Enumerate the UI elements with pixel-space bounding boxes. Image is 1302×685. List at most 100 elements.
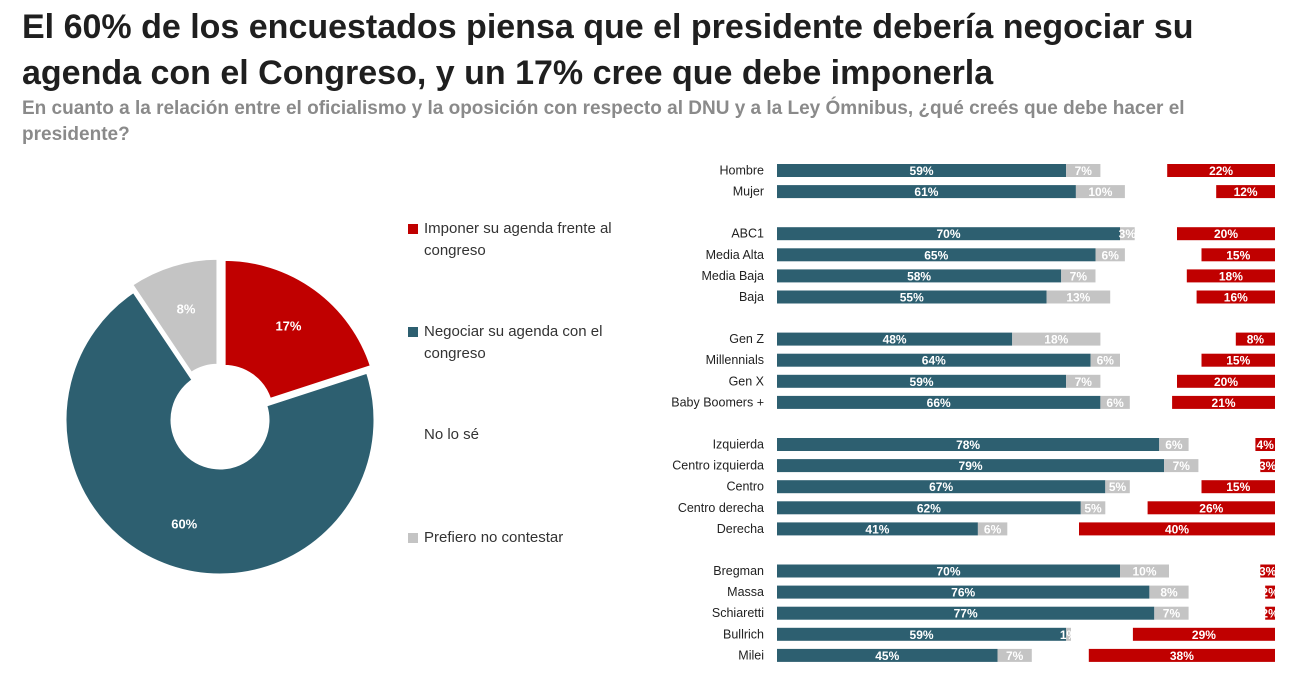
bar-row: Millennials 64% 6% 15% — [706, 353, 1275, 368]
row-label: Media Baja — [701, 269, 764, 283]
bar-negotiate-label: 65% — [924, 248, 948, 262]
bar-impose-label: 16% — [1224, 291, 1248, 305]
bar-row: Baja 55% 13% 16% — [739, 290, 1275, 305]
bar-row: Centro derecha 62% 5% 26% — [678, 501, 1275, 515]
bar-impose-label: 21% — [1212, 396, 1236, 410]
bar-impose-label: 3% — [1259, 459, 1277, 473]
bar-row: Gen X 59% 7% 20% — [729, 374, 1275, 389]
bar-row: Baby Boomers + 66% 6% 21% — [671, 395, 1275, 410]
bar-row: Centro izquierda 79% 7% 3% — [672, 459, 1276, 474]
bar-negotiate-label: 78% — [956, 438, 980, 452]
bar-negotiate — [777, 269, 1062, 283]
bar-negotiate-label: 70% — [936, 227, 960, 241]
bar-no-answer-label: 18% — [1044, 333, 1068, 347]
bar-no-answer-label: 5% — [1109, 480, 1127, 494]
bar-impose-label: 3% — [1259, 565, 1277, 579]
bar-no-answer-label: 6% — [1102, 248, 1120, 262]
bar-negotiate-label: 59% — [910, 628, 934, 642]
bar-row: Hombre 59% 7% 22% — [720, 164, 1275, 178]
bar-impose-label: 40% — [1165, 522, 1189, 536]
bar-no-answer — [1105, 480, 1130, 494]
bar-row: Mujer 61% 10% 12% — [733, 185, 1275, 199]
bar-no-answer — [1164, 459, 1199, 473]
legend-swatch-no-answer — [408, 533, 418, 543]
bar-impose — [1255, 438, 1275, 451]
bar-row: Centro 67% 5% 15% — [726, 480, 1275, 494]
bar-impose-label: 15% — [1226, 480, 1250, 494]
row-label: Hombre — [720, 164, 765, 178]
bar-row: Izquierda 78% 6% 4% — [713, 438, 1275, 452]
bar-row: Schiaretti 77% 7% 2% — [712, 606, 1279, 621]
bar-impose — [1147, 501, 1275, 515]
bar-negotiate-label: 61% — [914, 185, 938, 199]
bar-no-answer-label: 7% — [1075, 164, 1093, 178]
bar-no-answer — [997, 648, 1032, 662]
bar-impose — [1186, 269, 1275, 283]
bar-negotiate — [777, 374, 1067, 388]
bar-negotiate — [777, 290, 1047, 304]
bar-row: Bregman 70% 10% 3% — [713, 564, 1276, 579]
bar-no-answer — [1046, 290, 1111, 304]
bar-impose — [1201, 480, 1275, 494]
bar-no-answer-label: 10% — [1132, 565, 1156, 579]
bar-negotiate-label: 66% — [927, 396, 951, 410]
bar-negotiate-label: 64% — [922, 354, 946, 368]
bar-no-answer — [1120, 227, 1135, 241]
bar-negotiate-label: 79% — [959, 459, 983, 473]
bar-impose-label: 2% — [1261, 607, 1279, 621]
bar-impose — [1201, 248, 1275, 262]
bar-row: Bullrich 59% 1% 29% — [723, 627, 1275, 642]
row-label: Baby Boomers + — [671, 395, 764, 409]
bar-negotiate-label: 70% — [936, 565, 960, 579]
bar-impose-label: 15% — [1226, 248, 1250, 262]
bar-impose — [1088, 648, 1275, 662]
bar-negotiate-label: 45% — [875, 649, 899, 663]
bar-impose — [1172, 395, 1275, 409]
bar-row: ABC1 70% 3% 20% — [731, 227, 1275, 241]
bar-negotiate-label: 67% — [929, 480, 953, 494]
row-label: Schiaretti — [712, 606, 764, 620]
segment-bar-chart: Hombre 59% 7% 22% Mujer 61% 10% 12% ABC1 70% 3% 20%… — [671, 164, 1279, 663]
bar-impose — [1260, 564, 1275, 578]
bar-no-answer — [1066, 374, 1101, 388]
bar-no-answer-label: 8% — [1160, 586, 1178, 600]
bar-negotiate — [777, 438, 1160, 451]
bar-impose-label: 26% — [1199, 501, 1223, 515]
bar-row: Massa 76% 8% 2% — [727, 585, 1279, 600]
row-label: Derecha — [717, 522, 764, 536]
bar-no-answer-label: 1% — [1060, 628, 1078, 642]
bar-row: Media Alta 65% 6% 15% — [706, 248, 1275, 262]
bar-negotiate — [777, 585, 1150, 599]
bar-negotiate — [777, 459, 1165, 473]
row-label: Gen Z — [729, 332, 764, 346]
bar-impose — [1079, 522, 1275, 536]
row-label: ABC1 — [731, 227, 764, 241]
bar-negotiate — [777, 164, 1067, 177]
bar-negotiate-label: 59% — [910, 164, 934, 178]
bar-negotiate-label: 59% — [910, 375, 934, 389]
bar-no-answer-label: 5% — [1084, 501, 1102, 515]
bar-impose — [1132, 627, 1275, 641]
bar-negotiate — [777, 227, 1120, 241]
donut-chart: 17% 60% 8% — [63, 256, 377, 577]
bar-negotiate — [777, 332, 1013, 346]
bar-impose-label: 29% — [1192, 628, 1216, 642]
donut-label-negotiate: 60% — [171, 516, 197, 531]
bar-negotiate — [777, 480, 1106, 494]
row-label: Media Alta — [706, 248, 764, 262]
bar-no-answer — [1090, 353, 1120, 367]
bar-no-answer — [1120, 564, 1169, 578]
bar-no-answer-label: 6% — [984, 522, 1002, 536]
bar-row: Derecha 41% 6% 40% — [717, 522, 1275, 536]
bar-negotiate — [777, 627, 1067, 641]
donut-label-no_answer: 8% — [177, 302, 196, 317]
bar-impose — [1167, 164, 1275, 177]
bar-no-answer-label: 7% — [1006, 649, 1024, 663]
bar-negotiate-label: 62% — [917, 501, 941, 515]
bar-no-answer-label: 3% — [1119, 227, 1137, 241]
bar-negotiate — [777, 185, 1076, 199]
bar-no-answer — [977, 522, 1008, 536]
bar-impose-label: 8% — [1247, 333, 1265, 347]
row-label: Izquierda — [713, 438, 764, 452]
bar-no-answer-label: 7% — [1075, 375, 1093, 389]
